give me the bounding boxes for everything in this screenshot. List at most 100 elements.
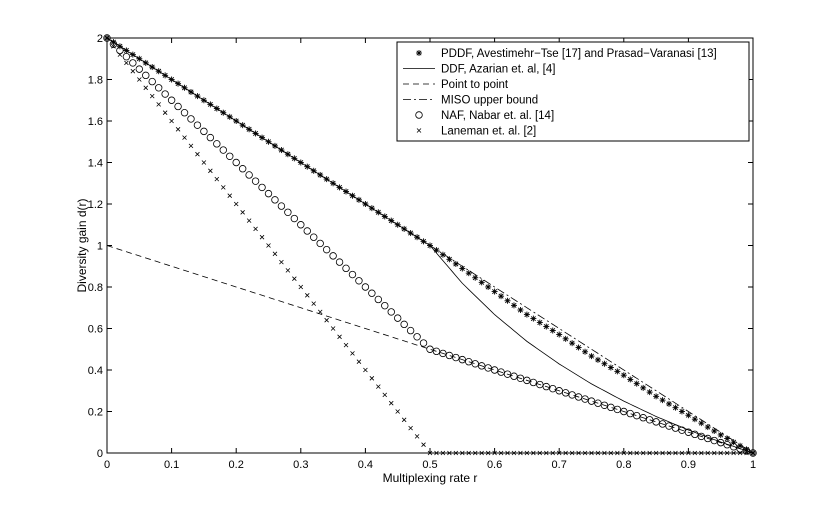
y-tick-label: 0.2 [88,407,103,419]
data-point [574,393,583,401]
data-point [666,400,673,407]
data-point [284,208,292,216]
data-point [279,259,284,265]
data-point [698,420,705,427]
data-point [647,450,652,456]
data-point [504,297,511,304]
data-point [608,450,614,456]
data-point [601,360,608,367]
data-point [742,447,751,455]
data-point [478,279,485,286]
data-point [395,409,400,414]
data-point [594,399,602,407]
data-point [233,201,239,207]
data-point [251,177,260,185]
data-point [658,420,667,428]
data-point [490,366,499,374]
data-point [381,301,389,310]
data-point [277,202,286,210]
data-point [736,445,744,453]
data-point [363,367,368,373]
data-point [485,283,492,290]
data-point [523,376,531,385]
legend-entry: PDDF, Avestimehr−Tse [17] and Prasad−Var… [416,48,717,60]
data-point [440,450,446,456]
legend-label: Laneman et. al. [2] [441,126,536,138]
data-point [188,143,194,149]
data-point [575,344,582,351]
data-point [704,424,711,431]
data-point [569,340,576,347]
data-point [298,284,304,290]
ticks-layer: 0 0.1 0.2 0.3 0.4 0.5 0.6 0.7 0.8 0.9 1 0 0.2 0.4 0.6 0… [88,33,756,471]
data-point [161,90,169,98]
legend: PDDF, Avestimehr−Tse [17] and Prasad−Var… [396,41,750,142]
data-point [382,392,388,398]
data-point [369,376,375,381]
data-point [439,349,447,358]
data-point [511,450,517,456]
data-point [401,417,407,423]
data-point [633,380,640,387]
data-point [518,450,523,456]
data-point [653,450,659,456]
legend-entry: MISO upper bound [403,95,538,107]
data-point [355,277,363,285]
data-point [220,185,226,190]
data-point [452,353,460,362]
legend-entries: PDDF, Avestimehr−Tse [17] and Prasad−Var… [403,48,717,138]
data-point [660,450,665,456]
data-point [149,93,155,99]
data-point [219,146,227,154]
x-tick-label: 0.7 [552,459,567,471]
data-point [561,389,570,397]
data-point [503,370,512,378]
data-point [684,428,693,436]
data-point [542,382,550,391]
series-layer [103,34,757,457]
data-point [350,351,355,356]
data-point [562,335,569,342]
legend-swatch [416,50,422,56]
data-point [335,258,344,266]
data-point [148,77,156,86]
data-point [472,274,479,281]
data-point [705,450,711,456]
x-tick-label: 1 [750,459,756,471]
data-point [627,376,634,383]
data-point [213,140,221,148]
data-point [724,450,730,456]
data-point [337,334,342,340]
y-tick-label: 1 [97,241,103,253]
data-point [645,416,654,424]
data-point [477,362,486,370]
data-point [620,407,628,416]
data-point [117,52,123,57]
data-point [226,152,234,160]
data-point [523,311,530,318]
data-point [576,450,581,456]
data-point [569,450,575,456]
x-tick-label: 0 [104,459,110,471]
data-point [297,221,305,229]
data-point [718,450,723,456]
data-point [602,450,607,456]
data-point [640,450,646,456]
data-point [510,372,518,380]
legend-swatch [416,128,422,133]
data-point [156,102,161,107]
data-point [729,443,738,451]
data-point [361,283,370,291]
data-point [704,434,712,443]
data-point [421,442,426,447]
data-point [529,378,538,387]
data-point [238,165,247,173]
data-point [582,450,588,456]
data-point [316,239,324,248]
data-point [116,46,124,55]
data-point [460,450,465,456]
data-point [634,450,640,456]
data-point [568,391,576,399]
data-point [665,422,673,430]
y-tick-label: 2 [97,33,103,45]
